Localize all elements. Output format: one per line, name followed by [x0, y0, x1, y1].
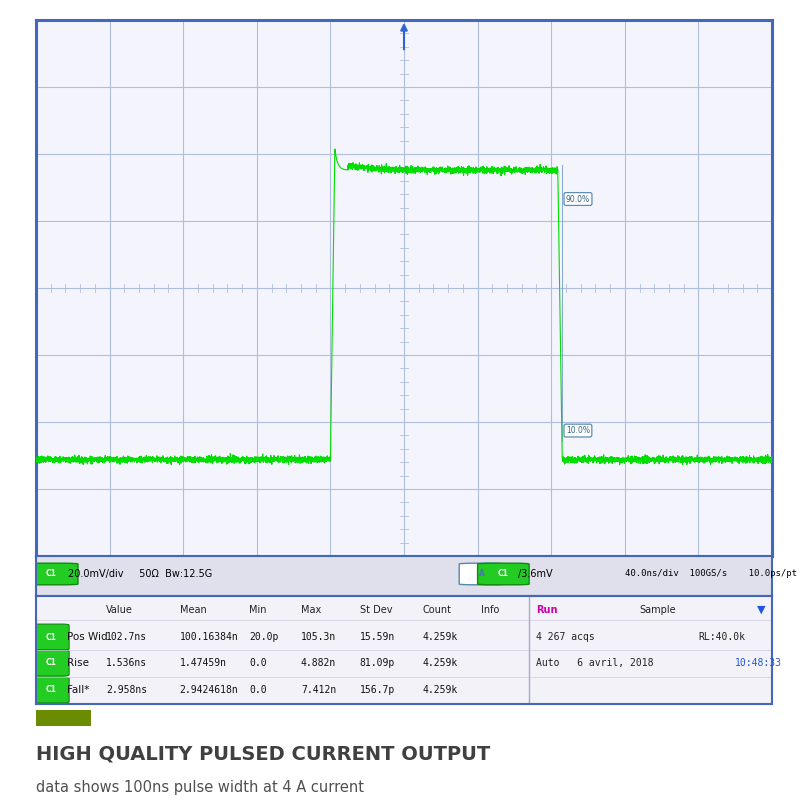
Text: Rise: Rise [67, 658, 89, 668]
Text: RL:40.0k: RL:40.0k [698, 632, 746, 642]
Text: 15.59n: 15.59n [360, 632, 395, 642]
Text: 20.0mV/div     50Ω  Bᴡ:12.5G: 20.0mV/div 50Ω Bᴡ:12.5G [68, 569, 213, 579]
Text: Value: Value [106, 605, 133, 615]
Text: 1.536ns: 1.536ns [106, 658, 147, 668]
FancyBboxPatch shape [459, 563, 505, 585]
Text: 4.259k: 4.259k [422, 685, 458, 695]
Text: 4.259k: 4.259k [422, 658, 458, 668]
Text: Info: Info [482, 605, 500, 615]
Text: 4 267 acqs: 4 267 acqs [537, 632, 595, 642]
FancyBboxPatch shape [32, 677, 69, 703]
Text: 105.3n: 105.3n [301, 632, 336, 642]
Text: 90.0%: 90.0% [566, 194, 590, 203]
Text: 10.0%: 10.0% [566, 426, 590, 435]
Text: C1: C1 [498, 570, 509, 578]
FancyBboxPatch shape [25, 563, 78, 585]
Text: St Dev: St Dev [360, 605, 392, 615]
FancyBboxPatch shape [32, 624, 69, 650]
Text: /3.6mV: /3.6mV [518, 569, 553, 579]
Text: C1: C1 [46, 686, 56, 694]
Text: ▼: ▼ [758, 605, 766, 615]
Text: C1: C1 [46, 658, 56, 667]
Text: Fall*: Fall* [67, 685, 90, 695]
Text: Sample: Sample [639, 605, 676, 615]
Text: 4.259k: 4.259k [422, 632, 458, 642]
Text: HIGH QUALITY PULSED CURRENT OUTPUT: HIGH QUALITY PULSED CURRENT OUTPUT [36, 744, 490, 763]
Text: Mean: Mean [179, 605, 206, 615]
Text: Max: Max [301, 605, 322, 615]
Bar [36, 710, 91, 726]
Text: Count: Count [422, 605, 451, 615]
Text: 2.958ns: 2.958ns [106, 685, 147, 695]
Text: Min: Min [250, 605, 267, 615]
Text: 4.882n: 4.882n [301, 658, 336, 668]
Text: 2.9424618n: 2.9424618n [179, 685, 238, 695]
Text: 81.09p: 81.09p [360, 658, 395, 668]
Text: C1: C1 [46, 633, 56, 642]
Text: 156.7p: 156.7p [360, 685, 395, 695]
Text: 10:48:33: 10:48:33 [735, 658, 782, 668]
Text: data shows 100ns pulse width at 4 A current: data shows 100ns pulse width at 4 A curr… [36, 780, 364, 794]
Text: A: A [479, 570, 485, 578]
FancyBboxPatch shape [478, 563, 529, 585]
Text: C1: C1 [46, 570, 57, 578]
Text: 0.0: 0.0 [250, 658, 267, 668]
Text: 102.7ns: 102.7ns [106, 632, 147, 642]
Text: 40.0ns/div  100GS/s    10.0ps/pt: 40.0ns/div 100GS/s 10.0ps/pt [625, 570, 797, 578]
Text: 1.47459n: 1.47459n [179, 658, 226, 668]
Text: 100.16384n: 100.16384n [179, 632, 238, 642]
Text: 7.412n: 7.412n [301, 685, 336, 695]
Text: Run: Run [537, 605, 558, 615]
Text: Auto   6 avril, 2018: Auto 6 avril, 2018 [537, 658, 654, 668]
Text: 20.0p: 20.0p [250, 632, 279, 642]
Text: 0.0: 0.0 [250, 685, 267, 695]
Text: Pos Wid: Pos Wid [67, 632, 107, 642]
FancyBboxPatch shape [32, 650, 69, 676]
